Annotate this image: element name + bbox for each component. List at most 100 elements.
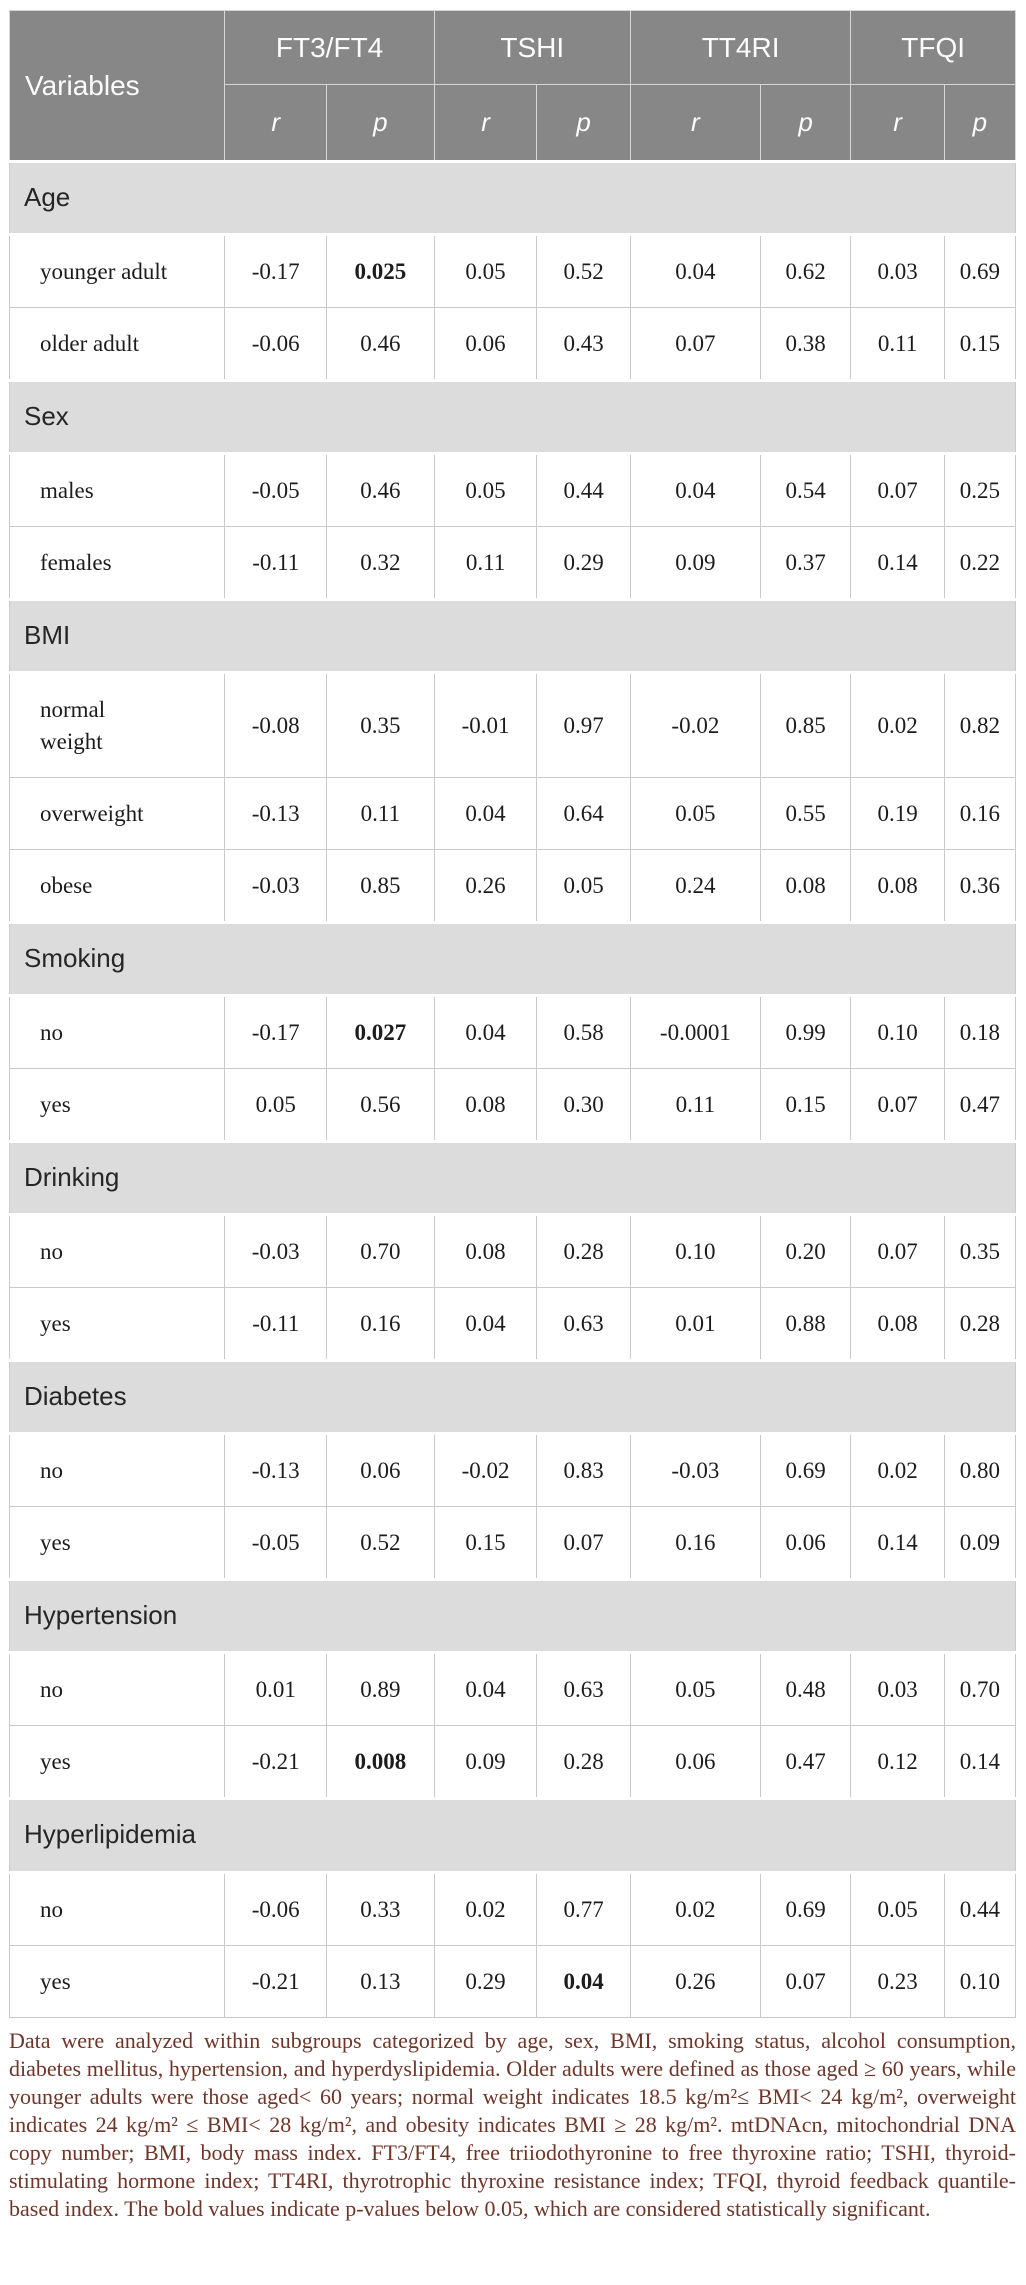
r-value: 0.14 xyxy=(850,1506,945,1581)
p-value: 0.47 xyxy=(759,1725,852,1800)
subheader-p: p xyxy=(759,84,852,162)
row-label-text: no xyxy=(40,1019,63,1045)
r-value: 0.07 xyxy=(850,1213,945,1288)
p-value: 0.35 xyxy=(943,1213,1017,1288)
p-value: 0.09 xyxy=(943,1506,1017,1581)
subheader-p: p xyxy=(943,84,1017,162)
r-value: 0.24 xyxy=(629,848,761,923)
row-label-text: no xyxy=(40,1458,63,1484)
section-row-age: Age xyxy=(9,159,1016,237)
r-value: 0.04 xyxy=(629,234,761,309)
table-row: overweight -0.13 0.11 0.04 0.64 0.05 0.55 0.19 0… xyxy=(8,776,1017,850)
p-value: 0.28 xyxy=(536,1725,631,1800)
p-value: 0.77 xyxy=(536,1871,631,1946)
r-value: 0.05 xyxy=(629,776,761,850)
row-label-text: older adult xyxy=(40,331,139,357)
r-value: 0.04 xyxy=(433,1286,538,1362)
r-value: 0.05 xyxy=(433,453,538,528)
p-value: 0.56 xyxy=(326,1067,435,1142)
p-value: 0.85 xyxy=(326,848,435,923)
r-value: 0.02 xyxy=(850,672,945,778)
section-label: Diabetes xyxy=(9,1359,1016,1436)
r-value: -0.08 xyxy=(224,672,328,778)
row-label: younger adult xyxy=(8,234,226,309)
table-row: yes -0.21 0.13 0.29 0.04 0.26 0.07 0.23 0.10 xyxy=(8,1944,1017,2018)
p-value: 0.29 xyxy=(536,526,631,601)
p-value: 0.07 xyxy=(536,1506,631,1581)
r-value: 0.08 xyxy=(433,1213,538,1288)
r-value: -0.06 xyxy=(224,307,328,382)
group-header-tt4ri: TT4RI xyxy=(629,10,852,85)
table-row: older adult -0.06 0.46 0.06 0.43 0.07 0.38 0.11… xyxy=(8,307,1017,382)
r-value: 0.05 xyxy=(433,234,538,309)
r-value: 0.08 xyxy=(433,1067,538,1142)
r-value: 0.04 xyxy=(433,1652,538,1727)
table-row: no -0.06 0.33 0.02 0.77 0.02 0.69 0.05 0.44 xyxy=(8,1871,1017,1946)
r-value: 0.03 xyxy=(850,1652,945,1727)
p-value: 0.38 xyxy=(759,307,852,382)
p-value: 0.82 xyxy=(943,672,1017,778)
r-value: 0.26 xyxy=(629,1944,761,2018)
r-value: 0.11 xyxy=(629,1067,761,1142)
r-value: -0.01 xyxy=(433,672,538,778)
p-value: 0.47 xyxy=(943,1067,1017,1142)
p-value: 0.46 xyxy=(326,453,435,528)
r-value: 0.15 xyxy=(433,1506,538,1581)
r-value: 0.05 xyxy=(629,1652,761,1727)
table-row: yes -0.11 0.16 0.04 0.63 0.01 0.88 0.08 0.28 xyxy=(8,1286,1017,1362)
r-value: -0.17 xyxy=(224,994,328,1069)
r-value: -0.03 xyxy=(629,1433,761,1508)
row-label-text: overweight xyxy=(40,800,144,826)
p-value: 0.88 xyxy=(759,1286,852,1362)
r-value: 0.11 xyxy=(433,526,538,601)
r-value: -0.21 xyxy=(224,1725,328,1800)
r-value: 0.14 xyxy=(850,526,945,601)
row-label-text: younger adult xyxy=(40,259,168,285)
row-label: no xyxy=(8,1433,226,1508)
p-value: 0.52 xyxy=(326,1506,435,1581)
p-value: 0.15 xyxy=(943,307,1017,382)
p-value: 0.44 xyxy=(536,453,631,528)
p-value: 0.22 xyxy=(943,526,1017,601)
subheader-p: p xyxy=(536,84,631,162)
r-value: 0.04 xyxy=(433,994,538,1069)
group-header-tfqi: TFQI xyxy=(850,10,1016,85)
r-value: 0.26 xyxy=(433,848,538,923)
r-value: 0.05 xyxy=(224,1067,328,1142)
r-value: 0.08 xyxy=(850,1286,945,1362)
r-value: 0.01 xyxy=(224,1652,328,1727)
section-row-hypertension: Hypertension xyxy=(9,1578,1016,1655)
p-value: 0.11 xyxy=(326,776,435,850)
table-row: no -0.13 0.06 -0.02 0.83 -0.03 0.69 0.02 0.80 xyxy=(8,1433,1017,1508)
p-value: 0.58 xyxy=(536,994,631,1069)
r-value: -0.13 xyxy=(224,1433,328,1508)
p-value: 0.025 xyxy=(326,234,435,309)
table-body: Age younger adult -0.17 0.025 0.05 0.52 0.04 0.… xyxy=(8,159,1017,2018)
section-label: Age xyxy=(9,159,1016,237)
r-value: -0.06 xyxy=(224,1871,328,1946)
r-value: -0.21 xyxy=(224,1944,328,2018)
p-value: 0.54 xyxy=(759,453,852,528)
p-value: 0.52 xyxy=(536,234,631,309)
r-value: -0.11 xyxy=(224,526,328,601)
p-value: 0.69 xyxy=(943,234,1017,309)
p-value: 0.63 xyxy=(536,1652,631,1727)
p-value: 0.28 xyxy=(536,1213,631,1288)
row-label-text: yes xyxy=(40,1530,71,1556)
p-value: 0.08 xyxy=(759,848,852,923)
section-label: Hyperlipidemia xyxy=(9,1797,1016,1874)
r-value: -0.03 xyxy=(224,848,328,923)
section-label: Sex xyxy=(9,379,1016,456)
r-value: 0.02 xyxy=(629,1871,761,1946)
r-value: 0.19 xyxy=(850,776,945,850)
header-row-groups: Variables FT3/FT4 TSHI TT4RI TFQI xyxy=(8,10,1016,162)
table-row: yes -0.05 0.52 0.15 0.07 0.16 0.06 0.14 0.09 xyxy=(8,1506,1017,1581)
r-value: -0.05 xyxy=(224,453,328,528)
r-value: -0.03 xyxy=(224,1213,328,1288)
row-label: no xyxy=(8,994,226,1069)
p-value: 0.25 xyxy=(943,453,1017,528)
row-label-text: obese xyxy=(40,872,93,898)
p-value: 0.69 xyxy=(759,1871,852,1946)
r-value: 0.07 xyxy=(629,307,761,382)
